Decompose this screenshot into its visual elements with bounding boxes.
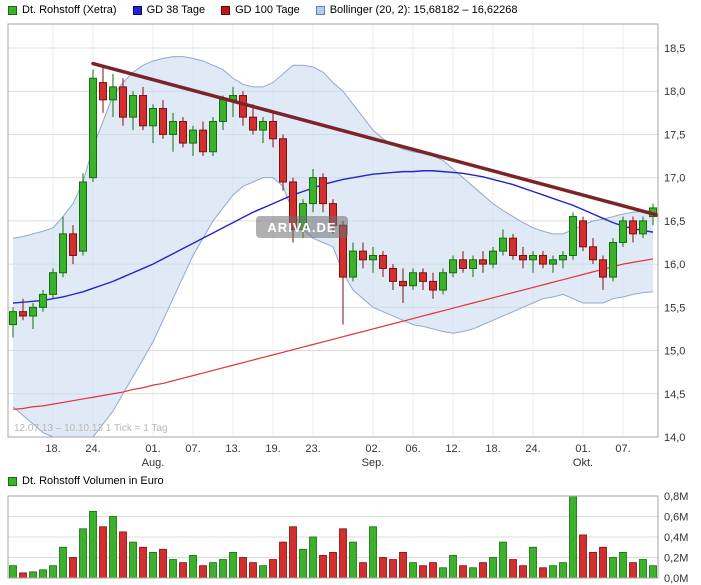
svg-text:12.: 12. xyxy=(445,443,460,455)
svg-text:ARIVA.DE: ARIVA.DE xyxy=(267,220,336,235)
svg-text:17,5: 17,5 xyxy=(664,129,685,141)
svg-text:24.: 24. xyxy=(525,443,540,455)
svg-text:16,0: 16,0 xyxy=(664,259,685,271)
svg-text:0,2M: 0,2M xyxy=(664,553,688,565)
svg-text:18.: 18. xyxy=(45,443,60,455)
svg-text:23.: 23. xyxy=(305,443,320,455)
legend-item-volume: Dt. Rohstoff Volumen in Euro xyxy=(8,475,164,487)
svg-text:15,0: 15,0 xyxy=(664,346,685,358)
legend-item-gd38: GD 38 Tage xyxy=(132,4,206,16)
svg-text:19.: 19. xyxy=(265,443,280,455)
svg-text:13.: 13. xyxy=(225,443,240,455)
svg-text:0,0M: 0,0M xyxy=(664,573,688,585)
svg-text:0,6M: 0,6M xyxy=(664,512,688,524)
gd100-swatch-icon xyxy=(221,5,231,15)
legend-item-price: Dt. Rohstoff (Xetra) xyxy=(8,4,117,16)
price-series-swatch-icon xyxy=(8,5,17,15)
svg-text:18,5: 18,5 xyxy=(664,43,685,55)
volume-swatch-icon xyxy=(8,476,17,486)
svg-text:01.: 01. xyxy=(145,443,160,455)
svg-text:01.: 01. xyxy=(575,443,590,455)
svg-text:16,5: 16,5 xyxy=(664,216,685,228)
gd38-swatch-icon xyxy=(132,5,142,15)
svg-text:12.07.13 – 10.10.13 1 Tick =: 12.07.13 – 10.10.13 1 Tick = 1 Tag xyxy=(14,423,168,434)
bollinger-swatch-icon xyxy=(315,5,325,15)
main-chart-legend: Dt. Rohstoff (Xetra) GD 38 Tage GD 100 T… xyxy=(0,0,701,20)
volume-chart-canvas[interactable]: 0,8M 0,6M 0,4M 0,2M 0,0M xyxy=(0,490,701,585)
legend-item-bollinger: Bollinger (20, 2): 15,68182 – 16,62268 xyxy=(315,4,518,16)
svg-text:07.: 07. xyxy=(185,443,200,455)
svg-text:07.: 07. xyxy=(615,443,630,455)
svg-text:Okt.: Okt. xyxy=(573,457,593,469)
legend-label: GD 38 Tage xyxy=(146,4,206,16)
svg-text:18.: 18. xyxy=(485,443,500,455)
svg-text:0,8M: 0,8M xyxy=(664,491,688,503)
legend-label: GD 100 Tage xyxy=(235,4,300,16)
svg-text:24.: 24. xyxy=(85,443,100,455)
svg-text:Sep.: Sep. xyxy=(362,457,385,469)
legend-label: Bollinger (20, 2): 15,68182 – 16,62268 xyxy=(329,4,518,16)
legend-label: Dt. Rohstoff Volumen in Euro xyxy=(22,475,164,487)
svg-text:06.: 06. xyxy=(405,443,420,455)
svg-text:17,0: 17,0 xyxy=(664,173,685,185)
svg-text:02.: 02. xyxy=(365,443,380,455)
svg-text:Aug.: Aug. xyxy=(142,457,165,469)
volume-legend: Dt. Rohstoff Volumen in Euro xyxy=(0,472,701,490)
svg-text:18,0: 18,0 xyxy=(664,86,685,98)
svg-text:0,4M: 0,4M xyxy=(664,532,688,544)
price-chart-canvas[interactable]: 18,5 18,0 17,5 17,0 16,5 16,0 15,5 15,0 14,5 14,0… xyxy=(0,20,701,472)
svg-text:14,5: 14,5 xyxy=(664,389,685,401)
svg-text:15,5: 15,5 xyxy=(664,302,685,314)
svg-text:14,0: 14,0 xyxy=(664,432,685,444)
legend-item-gd100: GD 100 Tage xyxy=(221,4,300,16)
legend-label: Dt. Rohstoff (Xetra) xyxy=(22,4,117,16)
